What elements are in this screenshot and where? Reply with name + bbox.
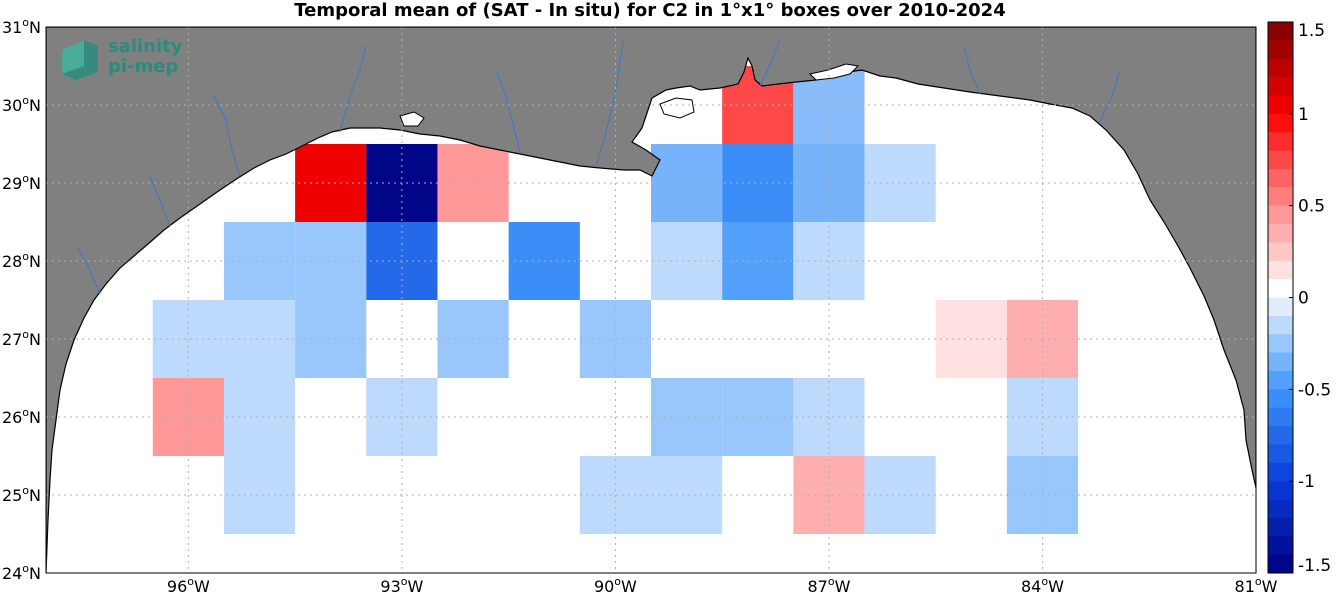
colorbar-segment bbox=[1268, 40, 1293, 60]
y-tick-label: 25oN bbox=[2, 484, 41, 505]
logo-mark-icon bbox=[62, 40, 98, 80]
x-tick-label: 93oW bbox=[380, 575, 423, 594]
colorbar-segment bbox=[1268, 389, 1293, 409]
x-tick-label: 87oW bbox=[807, 575, 850, 594]
heatmap-cell bbox=[223, 456, 296, 534]
y-tick-label: 31oN bbox=[2, 16, 41, 37]
heatmap-cell bbox=[722, 378, 794, 456]
x-axis-ticks: 96oW 93oW 90oW 87oW 84oW 81oW bbox=[167, 575, 1278, 594]
colorbar-segment bbox=[1268, 499, 1293, 519]
colorbar-segment bbox=[1268, 279, 1293, 298]
y-tick-label: 24oN bbox=[2, 562, 41, 583]
heatmap-cell bbox=[223, 222, 296, 300]
colorbar-segment bbox=[1268, 352, 1293, 372]
colorbar-segment bbox=[1268, 370, 1293, 390]
colorbar-segment bbox=[1268, 22, 1293, 41]
heatmap-cell bbox=[651, 222, 723, 300]
lake-water-west bbox=[399, 111, 425, 127]
chart-title: Temporal mean of (SAT - In situ) for C2 … bbox=[294, 0, 1006, 21]
rivers bbox=[77, 37, 1121, 295]
colorbar-segment bbox=[1268, 187, 1293, 207]
colorbar-segment bbox=[1268, 536, 1293, 556]
colorbar-segment bbox=[1268, 462, 1293, 482]
colorbar-segment bbox=[1268, 444, 1293, 464]
colorbar-tick-label: 0 bbox=[1298, 289, 1309, 309]
heatmap-cell bbox=[651, 378, 723, 456]
heatmap-cell bbox=[722, 144, 794, 222]
colorbar-segment bbox=[1268, 426, 1293, 445]
colorbar-segment bbox=[1268, 260, 1293, 280]
colorbar-segment bbox=[1268, 77, 1293, 96]
colorbar-tick-label: -1 bbox=[1298, 472, 1315, 492]
colorbar-segment bbox=[1268, 315, 1293, 335]
x-tick-label: 96oW bbox=[167, 575, 210, 594]
lake-water bbox=[659, 97, 695, 119]
colorbar-segment bbox=[1268, 205, 1293, 225]
bay-water bbox=[809, 63, 860, 81]
colorbar-segment bbox=[1268, 334, 1293, 354]
colorbar-segment bbox=[1268, 58, 1293, 78]
heatmap-cell bbox=[651, 456, 723, 534]
x-tick-label: 81oW bbox=[1235, 575, 1278, 594]
colorbar-tick-label: -1.5 bbox=[1298, 556, 1331, 576]
colorbar-segment bbox=[1268, 150, 1293, 170]
colorbar-segment bbox=[1268, 517, 1293, 537]
colorbar-segment bbox=[1268, 554, 1293, 574]
x-tick-label: 84oW bbox=[1021, 575, 1064, 594]
heatmap-cell bbox=[223, 378, 296, 456]
colorbar-segment bbox=[1268, 297, 1293, 317]
land-layer bbox=[46, 27, 1256, 573]
colorbar-segment bbox=[1268, 407, 1293, 427]
plot-frame bbox=[45, 26, 1257, 574]
y-tick-label: 29oN bbox=[2, 172, 41, 193]
colorbar-tick-label: -0.5 bbox=[1298, 380, 1331, 400]
land-mass bbox=[46, 27, 1256, 573]
heatmap-cell bbox=[295, 300, 367, 378]
colorbar-segment bbox=[1268, 481, 1293, 501]
colorbar-tick-label: 1 bbox=[1298, 105, 1309, 125]
colorbar-tick-label: 1.5 bbox=[1298, 21, 1325, 41]
heatmap-cell bbox=[651, 144, 723, 222]
logo-text-line2: pi-mep bbox=[108, 56, 179, 77]
colorbar-segment bbox=[1268, 168, 1293, 188]
colorbar-segment bbox=[1268, 113, 1293, 133]
y-tick-label: 27oN bbox=[2, 328, 41, 349]
heatmap-cell bbox=[295, 144, 367, 222]
colorbar-tick-label: 0.5 bbox=[1298, 197, 1325, 217]
heatmap-cell bbox=[223, 300, 296, 378]
colorbar-segment bbox=[1268, 242, 1293, 262]
logo-text-line1: salinity bbox=[108, 36, 183, 57]
colorbar-segment bbox=[1268, 132, 1293, 152]
colorbar-segment bbox=[1268, 95, 1293, 115]
salinity-pi-mep-logo: salinity pi-mep bbox=[58, 36, 198, 82]
colorbar: 1.5 1 0.5 0 -0.5 -1 -1.5 bbox=[1267, 21, 1331, 576]
y-tick-label: 26oN bbox=[2, 406, 41, 427]
heatmap-cell bbox=[295, 222, 367, 300]
colorbar-segment bbox=[1268, 224, 1293, 243]
y-tick-label: 30oN bbox=[2, 94, 41, 115]
x-tick-label: 90oW bbox=[594, 575, 637, 594]
heatmap-cell bbox=[722, 222, 794, 300]
y-tick-label: 28oN bbox=[2, 250, 41, 271]
y-axis-ticks: 24oN 25oN 26oN 27oN 28oN 29oN 30oN 31oN bbox=[2, 16, 41, 583]
